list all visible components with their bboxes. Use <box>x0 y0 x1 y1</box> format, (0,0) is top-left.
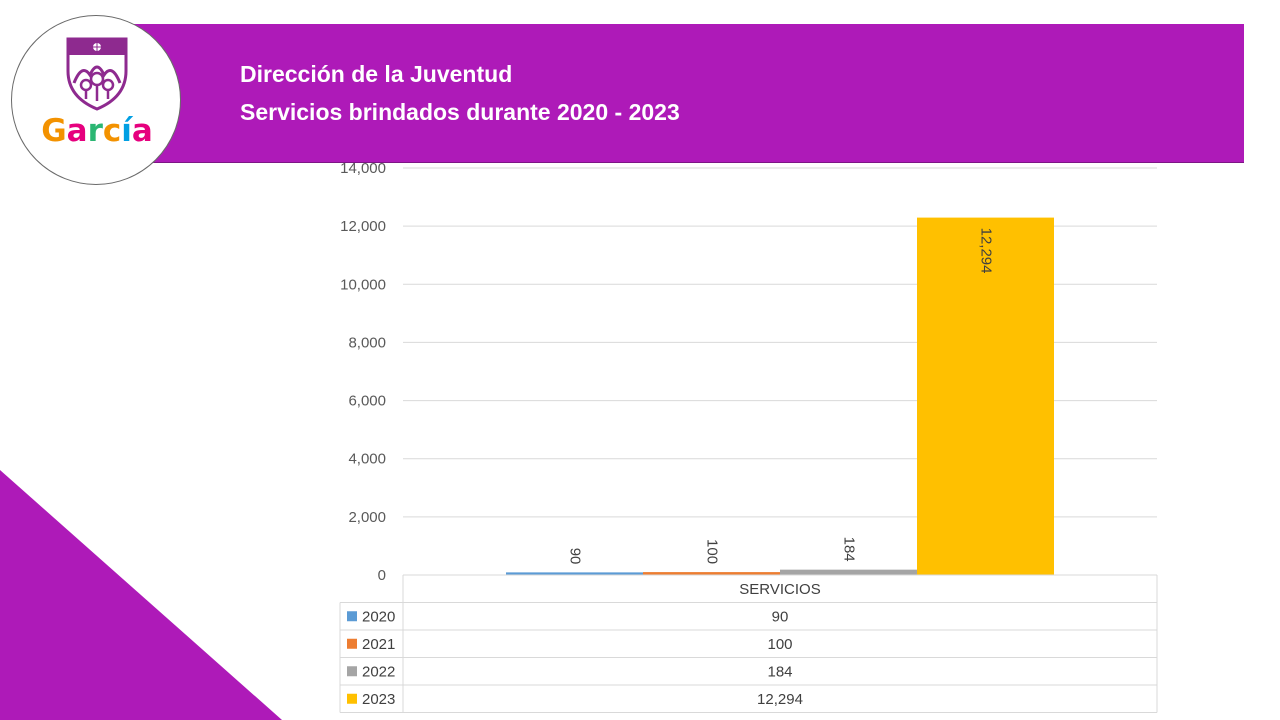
y-tick-label: 12,000 <box>340 218 386 235</box>
page-title: Dirección de la Juventud <box>240 61 513 87</box>
table-value-2021: 100 <box>767 636 792 653</box>
legend-label-2022: 2022 <box>362 663 395 680</box>
bar-2023 <box>917 217 1054 575</box>
legend-label-2021: 2021 <box>362 636 395 653</box>
bar-2021 <box>643 572 780 575</box>
data-label-2022: 184 <box>841 537 858 562</box>
table-value-2020: 90 <box>772 608 789 625</box>
y-tick-label: 2,000 <box>348 509 386 526</box>
logo-letter: a <box>66 113 88 149</box>
legend-key-2021 <box>347 638 357 649</box>
y-tick-label: 0 <box>378 567 386 584</box>
table-value-2023: 12,294 <box>757 691 803 708</box>
legend-label-2023: 2023 <box>362 691 395 708</box>
logo-letter: r <box>87 113 103 149</box>
decorative-triangle <box>0 470 282 720</box>
table-header: SERVICIOS <box>739 581 820 598</box>
y-tick-label: 10,000 <box>340 276 386 293</box>
y-tick-label: 14,000 <box>340 160 386 177</box>
legend-key-2023 <box>347 693 357 704</box>
y-tick-label: 4,000 <box>348 451 386 468</box>
table-value-2022: 184 <box>767 663 792 680</box>
garcia-logo: García <box>11 15 181 185</box>
data-label-2020: 90 <box>567 548 584 565</box>
page-subtitle: Servicios brindados durante 2020 - 2023 <box>240 99 680 125</box>
bar-2020 <box>506 572 643 575</box>
legend-label-2020: 2020 <box>362 608 395 625</box>
y-tick-label: 8,000 <box>348 334 386 351</box>
logo-letter: G <box>41 113 67 149</box>
data-label-2021: 100 <box>704 539 721 564</box>
logo-letter: í <box>121 113 132 149</box>
legend-key-2022 <box>347 666 357 677</box>
logo-letter: c <box>102 113 122 149</box>
data-label-2023: 12,294 <box>978 228 995 274</box>
legend-key-2020 <box>347 611 357 622</box>
garcia-crest-icon <box>66 37 128 111</box>
header-banner: Dirección de la Juventud Servicios brind… <box>128 24 1244 163</box>
garcia-wordmark: García <box>12 113 182 149</box>
logo-letter: a <box>131 113 153 149</box>
y-tick-label: 6,000 <box>348 393 386 410</box>
bar-2022 <box>780 569 917 575</box>
